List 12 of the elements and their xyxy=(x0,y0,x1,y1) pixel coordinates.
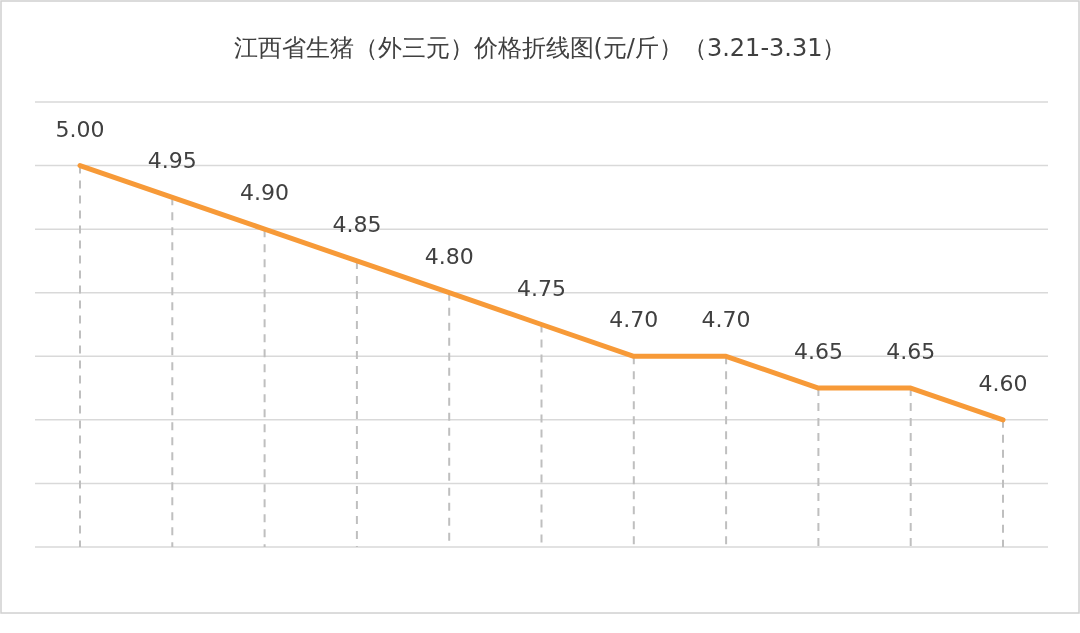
data-label: 4.80 xyxy=(424,243,474,269)
data-label: 4.65 xyxy=(886,339,936,365)
data-label: 4.70 xyxy=(609,307,659,333)
data-label: 5.00 xyxy=(55,116,105,142)
title: 江西省生猪（外三元）价格折线图(元/斤）（3.21-3.31） xyxy=(233,34,847,62)
data-label: 4.70 xyxy=(701,307,751,333)
data-label: 4.65 xyxy=(793,339,843,365)
data-label: 4.95 xyxy=(147,148,197,174)
data-label: 4.90 xyxy=(240,180,290,206)
data-label: 4.60 xyxy=(978,370,1028,396)
data-label: 4.85 xyxy=(332,211,382,237)
data-label: 4.75 xyxy=(517,275,566,301)
